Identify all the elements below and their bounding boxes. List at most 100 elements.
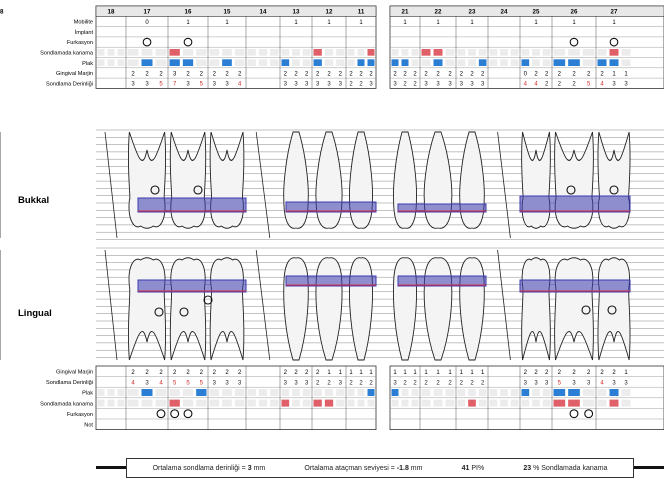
gingival-margin-value[interactable]: 2	[200, 71, 204, 77]
plaque-cell[interactable]	[302, 389, 311, 396]
gingival-margin-value[interactable]: 2	[460, 71, 464, 77]
tooth-22-buccal[interactable]	[423, 131, 453, 229]
bleeding-cell[interactable]	[357, 49, 365, 56]
gingival-margin-value[interactable]: 2	[173, 370, 177, 376]
plaque-cell[interactable]	[292, 59, 300, 66]
bleeding-cell[interactable]	[234, 49, 245, 56]
gingival-margin-value[interactable]: 2	[159, 370, 163, 376]
bleeding-cell[interactable]	[182, 49, 194, 56]
bleeding-marker[interactable]	[313, 49, 322, 56]
bleeding-cell[interactable]	[292, 49, 300, 56]
plaque-marker[interactable]	[401, 59, 409, 66]
gingival-margin-value[interactable]: 2	[558, 71, 562, 77]
plaque-cell[interactable]	[468, 59, 476, 66]
bleeding-cell[interactable]	[107, 49, 115, 56]
plaque-cell[interactable]	[247, 59, 256, 66]
tooth-21-lingual[interactable]	[393, 257, 417, 361]
gingival-margin-value[interactable]: 2	[225, 370, 229, 376]
probing-depth-value[interactable]: 2	[448, 380, 452, 386]
mobility-value[interactable]: 1	[436, 20, 440, 26]
bleeding-cell[interactable]	[196, 399, 207, 407]
bleeding-cell[interactable]	[489, 399, 498, 407]
plaque-marker[interactable]	[568, 59, 580, 66]
bleeding-cell[interactable]	[247, 49, 256, 56]
bleeding-marker[interactable]	[324, 399, 334, 407]
plaque-cell[interactable]	[97, 389, 105, 396]
bleeding-marker[interactable]	[367, 49, 375, 56]
probing-depth-value[interactable]: 4	[600, 380, 604, 386]
gingival-margin-value[interactable]: 1	[327, 370, 331, 376]
gingival-margin-value[interactable]: 2	[424, 71, 428, 77]
probing-depth-value[interactable]: 3	[145, 82, 149, 88]
plaque-cell[interactable]	[510, 59, 519, 66]
plaque-cell[interactable]	[489, 59, 498, 66]
probing-depth-value[interactable]: 3	[612, 380, 616, 386]
plaque-marker[interactable]	[553, 59, 566, 66]
bleeding-cell[interactable]	[336, 399, 345, 407]
bleeding-cell[interactable]	[97, 49, 105, 56]
bleeding-cell[interactable]	[532, 399, 540, 407]
bleeding-cell[interactable]	[222, 399, 232, 407]
bleeding-marker[interactable]	[169, 49, 180, 56]
gingival-margin-value[interactable]: 2	[145, 370, 149, 376]
bleeding-cell[interactable]	[621, 399, 631, 407]
bleeding-cell[interactable]	[532, 49, 540, 56]
probing-depth-value[interactable]: 5	[159, 82, 163, 88]
bleeding-cell[interactable]	[209, 399, 220, 407]
furcation-marker[interactable]	[584, 409, 594, 419]
plaque-marker[interactable]	[433, 59, 443, 66]
bleeding-cell[interactable]	[270, 49, 279, 56]
bleeding-cell[interactable]	[324, 49, 334, 56]
gingival-margin-value[interactable]: 2	[238, 370, 242, 376]
mobility-value[interactable]: 1	[403, 20, 407, 26]
probing-depth-value[interactable]: 2	[403, 380, 407, 386]
probing-depth-value[interactable]: 2	[316, 380, 320, 386]
bleeding-cell[interactable]	[468, 49, 476, 56]
mobility-value[interactable]: 1	[327, 20, 331, 26]
probing-depth-value[interactable]: 4	[159, 380, 163, 386]
probing-depth-value[interactable]: 4	[600, 82, 604, 88]
probing-depth-value[interactable]: 3	[294, 380, 298, 386]
tooth-25-buccal[interactable]	[521, 131, 551, 229]
gingival-margin-value[interactable]: 2	[186, 71, 190, 77]
bleeding-cell[interactable]	[411, 49, 419, 56]
bleeding-cell[interactable]	[553, 49, 566, 56]
plaque-marker[interactable]	[141, 59, 153, 66]
plaque-cell[interactable]	[127, 59, 139, 66]
probing-depth-value[interactable]: 3	[238, 380, 242, 386]
gingival-margin-value[interactable]: 0	[524, 71, 528, 77]
probing-depth-value[interactable]: 3	[612, 82, 616, 88]
bleeding-cell[interactable]	[478, 399, 487, 407]
plaque-cell[interactable]	[270, 389, 279, 396]
plaque-cell[interactable]	[196, 59, 207, 66]
gingival-margin-value[interactable]: 1	[460, 370, 464, 376]
bleeding-cell[interactable]	[367, 399, 375, 407]
plaque-marker[interactable]	[521, 59, 530, 66]
bleeding-cell[interactable]	[597, 49, 607, 56]
bleeding-cell[interactable]	[582, 399, 595, 407]
bleeding-cell[interactable]	[234, 399, 245, 407]
plaque-marker[interactable]	[391, 389, 399, 396]
mobility-value[interactable]: 1	[294, 20, 298, 26]
plaque-marker[interactable]	[169, 59, 180, 66]
gingival-margin-value[interactable]: 2	[316, 71, 320, 77]
bleeding-marker[interactable]	[609, 49, 619, 56]
plaque-marker[interactable]	[367, 59, 375, 66]
bleeding-cell[interactable]	[302, 49, 311, 56]
plaque-cell[interactable]	[324, 389, 334, 396]
probing-depth-value[interactable]: 2	[470, 380, 474, 386]
plaque-cell[interactable]	[401, 389, 409, 396]
probing-depth-value[interactable]: 3	[393, 380, 397, 386]
gingival-margin-value[interactable]: 2	[413, 71, 417, 77]
plaque-cell[interactable]	[500, 389, 508, 396]
probing-depth-value[interactable]: 2	[558, 82, 562, 88]
gingival-margin-value[interactable]: 2	[369, 71, 373, 77]
gingival-margin-value[interactable]: 2	[327, 71, 331, 77]
gingival-margin-value[interactable]: 1	[612, 71, 616, 77]
plaque-cell[interactable]	[411, 389, 419, 396]
plaque-cell[interactable]	[258, 59, 268, 66]
bleeding-marker[interactable]	[313, 399, 322, 407]
gingival-margin-value[interactable]: 2	[186, 370, 190, 376]
tooth-12-lingual[interactable]	[315, 257, 343, 361]
plaque-cell[interactable]	[258, 389, 268, 396]
